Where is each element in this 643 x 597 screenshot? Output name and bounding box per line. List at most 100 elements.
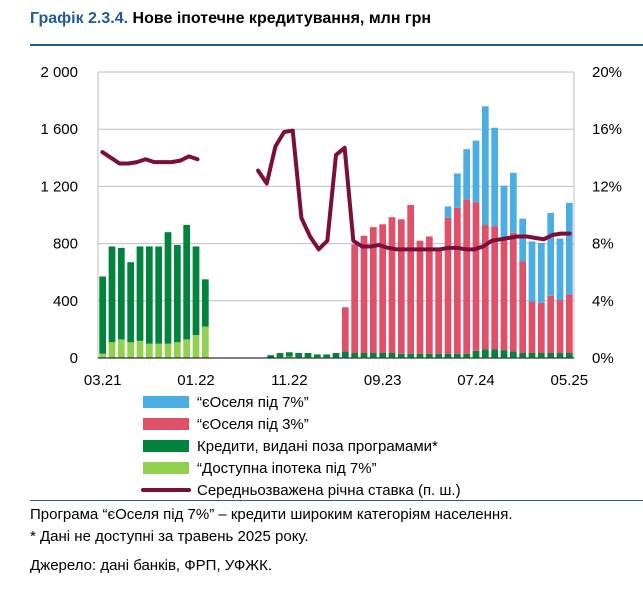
bar-segment bbox=[145, 343, 153, 358]
bar-segment bbox=[500, 240, 508, 351]
bar-segment bbox=[491, 127, 499, 227]
x-tick-label: 11.22 bbox=[271, 372, 307, 389]
legend-swatch bbox=[143, 396, 189, 408]
x-tick-label: 09.23 bbox=[364, 372, 402, 389]
bar-segment bbox=[183, 339, 191, 358]
bar-segment bbox=[565, 353, 573, 358]
bar-segment bbox=[267, 355, 275, 358]
bar-segment bbox=[500, 185, 508, 241]
bar-segment bbox=[425, 236, 433, 354]
legend-label: “Доступна іпотека під 7%” bbox=[197, 460, 377, 477]
bar-segment bbox=[379, 224, 387, 353]
bar-segment bbox=[369, 353, 377, 358]
bar-segment bbox=[509, 351, 517, 358]
bar-segment bbox=[444, 206, 452, 218]
source-note: Джерело: дані банків, ФРП, УФЖК. bbox=[30, 557, 272, 574]
bar-segment bbox=[547, 353, 555, 358]
bar-segment bbox=[509, 172, 517, 233]
bar-segment bbox=[323, 354, 331, 358]
bar-segment bbox=[565, 202, 573, 295]
legend-swatch bbox=[143, 418, 189, 430]
chart-title: Графік 2.3.4. Нове іпотечне кредитування… bbox=[30, 10, 431, 28]
legend-swatch bbox=[143, 462, 189, 474]
bar-segment bbox=[99, 353, 107, 358]
bar-segment bbox=[164, 232, 172, 344]
bar-segment bbox=[435, 353, 443, 358]
bar-segment bbox=[192, 246, 200, 336]
bar-segment bbox=[547, 295, 555, 353]
bar-segment bbox=[313, 354, 321, 358]
y-left-tick-label: 2 000 bbox=[40, 64, 78, 81]
bar-segment bbox=[537, 242, 545, 303]
bar-segment bbox=[556, 300, 564, 353]
bar-segment bbox=[472, 202, 480, 351]
bar-segment bbox=[136, 340, 144, 358]
chart: 0 0% 400 4% 800 8% 1 200 12% 1 600 16% 2 000 20% 03.… bbox=[40, 64, 622, 499]
bar-segment bbox=[425, 353, 433, 358]
bar-segment bbox=[453, 207, 461, 354]
bar-segment bbox=[519, 261, 527, 353]
bar-segment bbox=[341, 307, 349, 352]
bar-segment bbox=[481, 225, 489, 350]
bar-segment bbox=[528, 353, 536, 358]
bar-segment bbox=[201, 279, 209, 327]
bar-segment bbox=[547, 212, 555, 296]
bar-segment bbox=[397, 353, 405, 358]
bar-segment bbox=[108, 246, 116, 343]
legend-label: “єОселя під 3%” bbox=[197, 416, 309, 433]
bar-segment bbox=[407, 204, 415, 354]
bar-segment bbox=[500, 350, 508, 358]
x-tick-label: 07.24 bbox=[457, 372, 495, 389]
bar-segment bbox=[276, 353, 284, 358]
x-tick-label: 05.25 bbox=[551, 372, 589, 389]
bar-segment bbox=[537, 353, 545, 358]
bar-segment bbox=[397, 219, 405, 354]
bar-segment bbox=[528, 241, 536, 302]
bar-segment bbox=[444, 217, 452, 354]
y-right-tick-label: 8% bbox=[592, 236, 614, 253]
bar-segment bbox=[99, 276, 107, 354]
bar-segment bbox=[127, 262, 135, 343]
y-left-tick-label: 1 200 bbox=[40, 178, 78, 195]
bar-segment bbox=[108, 342, 116, 358]
bar-segment bbox=[472, 350, 480, 358]
legend-label: “єОселя під 7%” bbox=[197, 394, 309, 411]
bar-segment bbox=[481, 106, 489, 226]
rate-line bbox=[100, 150, 200, 166]
bar-segment bbox=[369, 227, 377, 353]
bar-segment bbox=[463, 149, 471, 200]
bar-segment bbox=[416, 240, 424, 354]
bar-segment bbox=[332, 353, 340, 358]
y-right-tick-label: 4% bbox=[592, 293, 614, 310]
bar-segment bbox=[519, 353, 527, 358]
bar-segment bbox=[453, 173, 461, 208]
rate-line bbox=[256, 128, 572, 252]
title-rule bbox=[30, 44, 643, 46]
note-program: Програма “єОселя під 7%” – кредити широк… bbox=[30, 506, 513, 523]
chart-title-text: Нове іпотечне кредитування, млн грн bbox=[132, 10, 432, 27]
bar-segment bbox=[388, 217, 396, 353]
bar-segment bbox=[155, 343, 163, 358]
bar-segment bbox=[472, 140, 480, 203]
bar-segment bbox=[491, 226, 499, 350]
bar-segment bbox=[117, 339, 125, 358]
bar-segment bbox=[407, 353, 415, 358]
y-right-tick-label: 0% bbox=[592, 350, 614, 367]
y-right-tick-label: 12% bbox=[592, 178, 622, 195]
bar-segment bbox=[117, 247, 125, 340]
bar-segment bbox=[360, 353, 368, 358]
bar-segment bbox=[164, 343, 172, 358]
y-left-tick-label: 400 bbox=[53, 293, 78, 310]
bar-segment bbox=[565, 294, 573, 353]
bar-segment bbox=[136, 246, 144, 341]
bar-segment bbox=[519, 218, 527, 262]
legend-swatch bbox=[143, 440, 189, 452]
bar-segment bbox=[360, 235, 368, 353]
bar-segment bbox=[379, 353, 387, 358]
bar-segment bbox=[463, 199, 471, 354]
y-right-tick-label: 20% bbox=[592, 64, 622, 81]
bar-segment bbox=[285, 356, 293, 358]
bar-segment bbox=[351, 353, 359, 358]
y-left-tick-label: 800 bbox=[53, 236, 78, 253]
bar-segment bbox=[416, 353, 424, 358]
